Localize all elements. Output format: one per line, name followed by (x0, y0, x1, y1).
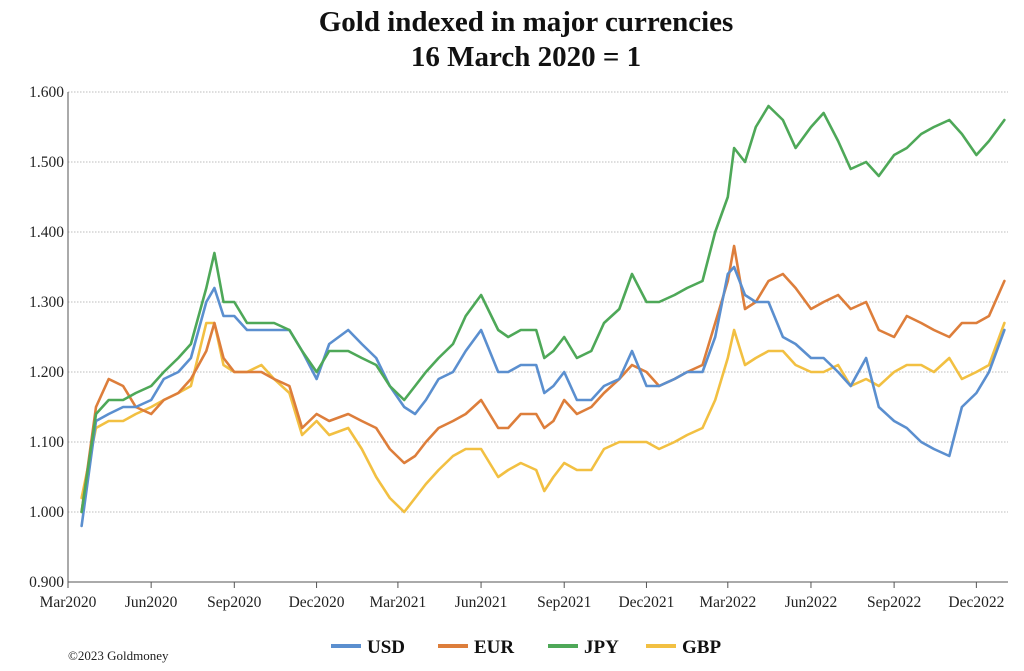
series-line-usd (80, 265, 1006, 528)
legend-label: USD (367, 637, 405, 658)
legend-item-jpy: JPY (548, 637, 619, 658)
x-tick-label: Jun2021 (455, 594, 508, 611)
x-tick-label: Sep2022 (867, 594, 921, 611)
series-line-jpy (80, 104, 1006, 514)
x-tick-label: Dec2021 (618, 594, 674, 611)
legend-label: GBP (682, 637, 721, 658)
legend-item-eur: EUR (438, 637, 514, 658)
x-tick-label: Sep2020 (207, 594, 262, 611)
copyright-text: ©2023 Goldmoney (68, 648, 169, 663)
x-axis-ticks: Mar2020 Jun2020 Sep2020 Dec2020 Mar2021 Jun20… (40, 582, 1004, 611)
legend: USD EUR JPY GBP (331, 637, 721, 658)
y-tick-label: 1.300 (29, 294, 64, 311)
x-tick-label: Mar2022 (699, 594, 756, 611)
x-tick-label: Dec2020 (289, 594, 345, 611)
x-tick-label: Jun2022 (785, 594, 838, 611)
series (80, 104, 1006, 528)
series-line-gbp (80, 321, 1006, 514)
series-line-eur (80, 244, 1006, 514)
x-tick-label: Sep2021 (537, 594, 591, 611)
y-tick-label: 1.000 (29, 504, 64, 521)
chart-subtitle: 16 March 2020 = 1 (411, 41, 641, 73)
legend-item-usd: USD (331, 637, 405, 658)
y-tick-label: 1.400 (29, 224, 64, 241)
x-tick-label: Mar2020 (40, 594, 97, 611)
y-axis-ticks: 0.900 1.000 1.100 1.200 1.300 1.400 1.500 1.600 (29, 84, 64, 591)
x-tick-label: Jun2020 (125, 594, 178, 611)
y-tick-label: 0.900 (29, 574, 64, 591)
legend-label: EUR (474, 637, 514, 658)
legend-label: JPY (584, 637, 619, 658)
x-tick-label: Dec2022 (948, 594, 1004, 611)
chart-title: Gold indexed in major currencies (319, 6, 734, 38)
legend-item-gbp: GBP (646, 637, 721, 658)
y-tick-label: 1.100 (29, 434, 64, 451)
y-tick-label: 1.600 (29, 84, 64, 101)
y-tick-label: 1.500 (29, 154, 64, 171)
x-tick-label: Mar2021 (369, 594, 426, 611)
y-tick-label: 1.200 (29, 364, 64, 381)
